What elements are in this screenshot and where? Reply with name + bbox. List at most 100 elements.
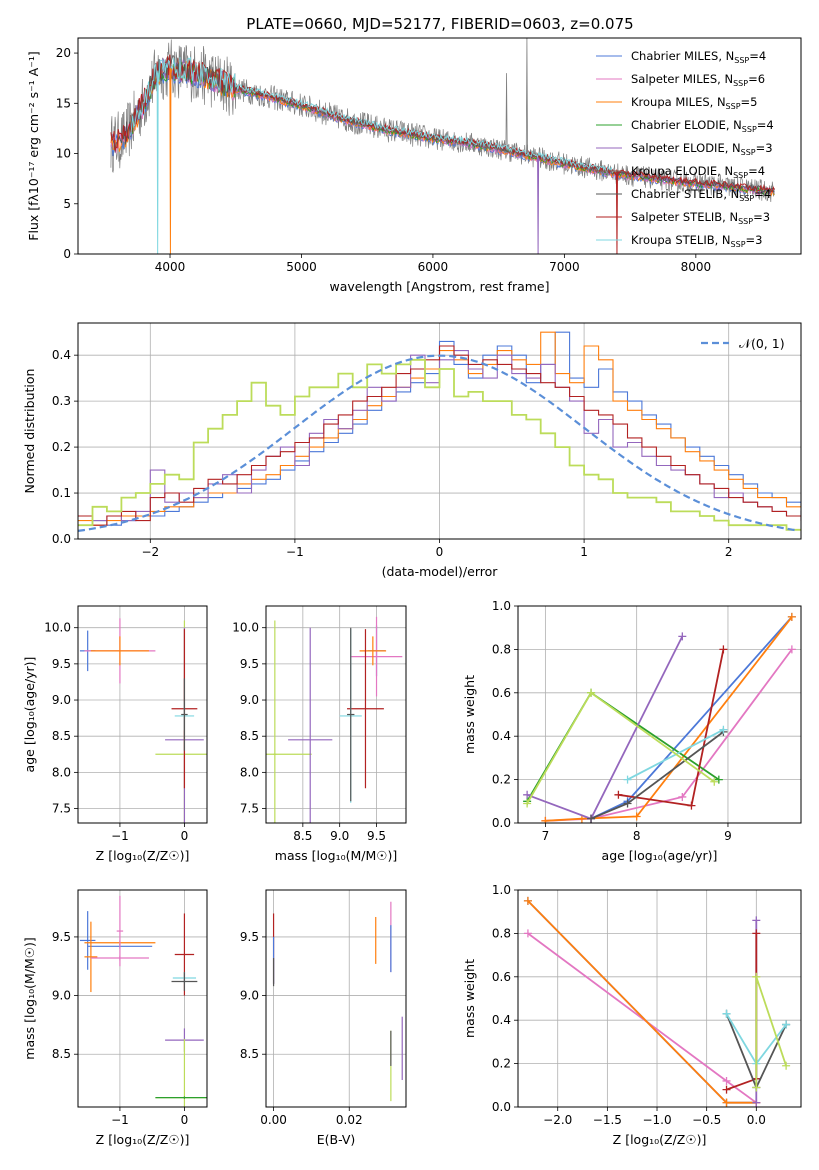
legend-subscript: SSP bbox=[731, 240, 746, 249]
age-vs-Z-xlabel: Z [log₁₀(Z/Z☉)] bbox=[96, 848, 190, 863]
weight-vs-Z-ylabel: mass weight bbox=[462, 959, 477, 1038]
mass-vs-Z-frame bbox=[77, 889, 208, 1108]
weight-vs-Z-xtick-label: −2.0 bbox=[543, 1113, 572, 1127]
age-vs-Z-ylabel: age [log₁₀(age/yr)] bbox=[22, 657, 37, 773]
weight-vs-age-series-7-marker bbox=[719, 725, 728, 734]
weight-vs-Z-xtick-label: 0.0 bbox=[747, 1113, 766, 1127]
spectrum-xtick-label: 6000 bbox=[418, 260, 449, 274]
spectrum-plot-area bbox=[110, 38, 775, 254]
legend-subscript: SSP bbox=[738, 217, 753, 226]
weight-vs-age-series-4-marker bbox=[523, 790, 532, 799]
weight-vs-Z-series-4-marker bbox=[752, 929, 761, 938]
weight-vs-age-series-1-marker bbox=[678, 792, 687, 801]
legend-subscript: SSP bbox=[742, 125, 757, 134]
spectrum-panel: 4000 5000 6000 7000 8000 0 5 10 15 20 wavelength [… bbox=[26, 37, 802, 294]
weight-vs-age-ylabel: mass weight bbox=[462, 675, 477, 754]
weight-vs-age-series-2-marker bbox=[787, 612, 796, 621]
legend-subscript: SSP bbox=[734, 56, 749, 65]
legend-label-1: Salpeter MILES, NSSP=6 bbox=[631, 72, 765, 88]
weight-vs-age-plot-area bbox=[523, 612, 796, 823]
legend-label-4: Salpeter ELODIE, NSSP=3 bbox=[631, 141, 773, 157]
weight-vs-Z-plot-area bbox=[523, 896, 791, 1107]
residuals-panel: −2 −1 0 1 2 0.0 0.1 0.2 0.3 0.4 (data-model)/error… bbox=[22, 322, 802, 579]
age-vs-Z-ytick-label: 8.0 bbox=[52, 765, 71, 779]
residuals-ytick-label: 0.3 bbox=[52, 394, 71, 408]
weight-vs-age-series-8-marker bbox=[710, 777, 719, 786]
age-vs-mass-panel: 8.5 9.0 9.5 7.5 8.0 8.5 9.0 9.5 10.0 mass [log₁₀(… bbox=[232, 605, 407, 863]
age-vs-mass-ytick-label: 9.0 bbox=[240, 693, 259, 707]
mass-vs-Z-xtick-label: −1 bbox=[111, 1113, 129, 1127]
spectrum-xtick-label: 5000 bbox=[286, 260, 317, 274]
weight-vs-Z-series-6-marker bbox=[722, 1009, 731, 1018]
mass-vs-Z-xlabel: Z [log₁₀(Z/Z☉)] bbox=[96, 1132, 190, 1147]
weight-vs-Z-ytick-label: 0.0 bbox=[492, 1100, 511, 1114]
mass-vs-Z-ytick-label: 8.5 bbox=[52, 1047, 71, 1061]
weight-vs-Z-series-2-marker bbox=[523, 896, 532, 905]
weight-vs-age-xlabel: age [log₁₀(age/yr)] bbox=[602, 848, 718, 863]
age-vs-Z-frame bbox=[77, 605, 208, 824]
age-vs-mass-xtick-label: 9.5 bbox=[367, 829, 386, 843]
age-vs-mass-ytick-label: 8.0 bbox=[240, 765, 259, 779]
legend-subscript: SSP bbox=[733, 171, 748, 180]
legend-subscript: SSP bbox=[726, 102, 741, 111]
weight-vs-age-ytick-label: 1.0 bbox=[492, 599, 511, 613]
weight-vs-age-xtick-label: 9 bbox=[724, 829, 732, 843]
absorption-dip bbox=[537, 157, 540, 254]
spectrum-ytick-label: 20 bbox=[56, 46, 71, 60]
residuals-plot-area bbox=[78, 331, 801, 532]
mass-vs-Z-panel: −1 0 8.5 9.0 9.5 Z [log₁₀(Z/Z☉)] mass [log₁₀(M… bbox=[22, 889, 208, 1147]
weight-vs-age-xtick-label: 7 bbox=[542, 829, 550, 843]
weight-vs-age-series-4-marker bbox=[678, 632, 687, 641]
absorption-dip bbox=[156, 72, 159, 254]
weight-vs-Z-series-3-marker bbox=[752, 1098, 761, 1107]
age-vs-mass-xtick-label: 9.0 bbox=[330, 829, 349, 843]
legend-count: =4 bbox=[754, 187, 771, 201]
weight-vs-age-series-5-marker bbox=[719, 645, 728, 654]
weight-vs-age-ytick-label: 0.4 bbox=[492, 729, 511, 743]
legend-label-5: Kroupa ELODIE, NSSP=4 bbox=[631, 164, 765, 180]
legend-label-gaussian: 𝒩(0, 1) bbox=[739, 336, 785, 351]
residuals-frame bbox=[77, 322, 802, 540]
weight-vs-Z-xlabel: Z [log₁₀(Z/Z☉)] bbox=[613, 1132, 707, 1147]
weight-vs-Z-series-7-marker bbox=[752, 972, 761, 981]
legend-label-3: Chabrier ELODIE, NSSP=4 bbox=[631, 118, 774, 134]
age-vs-mass-plot-area bbox=[266, 616, 403, 823]
legend-label-6: Chabrier STELIB, NSSP=4 bbox=[631, 187, 771, 203]
residuals-xtick-label: 0 bbox=[436, 545, 444, 559]
age-vs-Z-ytick-label: 9.0 bbox=[52, 693, 71, 707]
weight-vs-age-series-8-marker bbox=[587, 688, 596, 697]
age-vs-Z-xtick-label: 0 bbox=[181, 829, 189, 843]
weight-vs-Z-frame bbox=[517, 889, 802, 1108]
legend-count: =4 bbox=[757, 118, 774, 132]
mass-vs-Z-ytick-label: 9.5 bbox=[52, 930, 71, 944]
weight-vs-Z-ytick-label: 0.8 bbox=[492, 926, 511, 940]
residuals-xtick-label: 2 bbox=[725, 545, 733, 559]
weight-vs-Z-series-2-marker bbox=[722, 1098, 731, 1107]
legend-subscript: SSP bbox=[741, 148, 756, 157]
legend-label-7: Salpeter STELIB, NSSP=3 bbox=[631, 210, 770, 226]
weight-vs-age-ytick-label: 0.8 bbox=[492, 642, 511, 656]
weight-vs-Z-ytick-label: 0.2 bbox=[492, 1057, 511, 1071]
legend-label-0: Chabrier MILES, NSSP=4 bbox=[631, 49, 766, 65]
legend-text: Kroupa MILES, N bbox=[631, 95, 726, 109]
weight-vs-age-ytick-label: 0.2 bbox=[492, 773, 511, 787]
model-spectrum-6 bbox=[110, 54, 775, 194]
mass-vs-Z-xtick-label: 0 bbox=[181, 1113, 189, 1127]
legend-text: Chabrier ELODIE, N bbox=[631, 118, 742, 132]
spectrum-ytick-label: 5 bbox=[63, 197, 71, 211]
age-vs-mass-frame bbox=[265, 605, 407, 824]
mass-vs-ebv-xtick-label: 0.02 bbox=[336, 1113, 363, 1127]
residual-histogram-0 bbox=[78, 331, 801, 526]
mass-vs-ebv-panel: 0.00 0.02 8.5 9.0 9.5 E(B-V) bbox=[240, 889, 407, 1147]
weight-vs-age-series-5-marker bbox=[687, 801, 696, 810]
mass-vs-ebv-frame bbox=[265, 889, 407, 1108]
legend-label-2: Kroupa MILES, NSSP=5 bbox=[631, 95, 757, 111]
figure-title: PLATE=0660, MJD=52177, FIBERID=0603, z=0… bbox=[246, 15, 633, 33]
mass-vs-ebv-plot-area bbox=[272, 901, 403, 1102]
weight-vs-Z-xtick-label: −1.0 bbox=[642, 1113, 671, 1127]
mass-vs-ebv-ytick-label: 9.0 bbox=[240, 989, 259, 1003]
weight-vs-Z-series-7-marker bbox=[782, 1061, 791, 1070]
legend-count: =6 bbox=[748, 72, 765, 86]
legend-count: =3 bbox=[756, 141, 773, 155]
residuals-xtick-label: 1 bbox=[580, 545, 588, 559]
